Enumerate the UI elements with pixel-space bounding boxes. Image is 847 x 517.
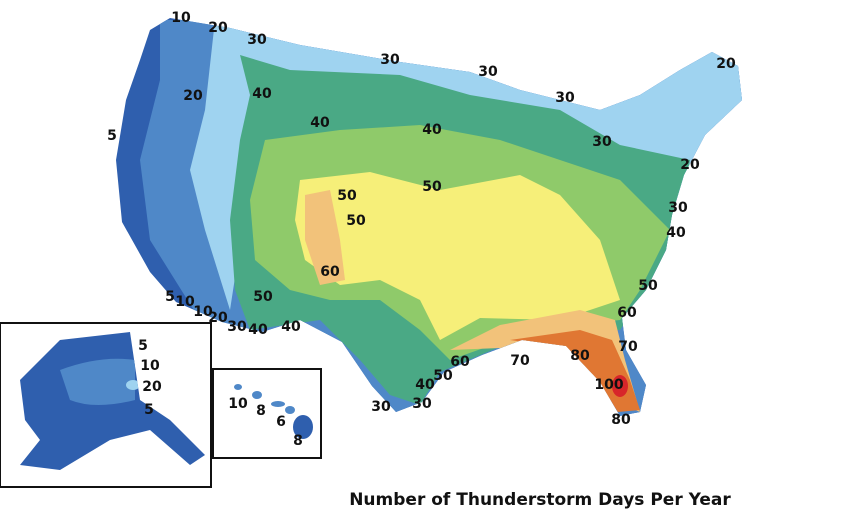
contour-label: 50 bbox=[253, 289, 273, 305]
contour-label: 30 bbox=[668, 200, 688, 216]
contour-label: 5 bbox=[144, 402, 154, 418]
contour-label: 50 bbox=[337, 188, 357, 204]
contour-label: 40 bbox=[281, 319, 301, 335]
ak-zone-10 bbox=[60, 358, 135, 405]
contour-label: 40 bbox=[248, 322, 268, 338]
contour-label: 10 bbox=[228, 396, 248, 412]
contour-label: 10 bbox=[175, 294, 195, 310]
hawaii-inset bbox=[212, 368, 322, 459]
contour-label: 30 bbox=[227, 319, 247, 335]
ak-zone-20 bbox=[126, 380, 140, 390]
contour-label: 40 bbox=[252, 86, 272, 102]
contour-label: 60 bbox=[320, 264, 340, 280]
contour-label: 8 bbox=[293, 433, 303, 449]
island bbox=[285, 406, 295, 414]
contour-label: 50 bbox=[638, 278, 658, 294]
contour-label: 6 bbox=[276, 414, 286, 430]
contour-label: 10 bbox=[171, 10, 191, 26]
contour-label: 50 bbox=[346, 213, 366, 229]
hawaii-islands bbox=[234, 384, 313, 439]
contour-label: 40 bbox=[415, 377, 435, 393]
contour-label: 10 bbox=[140, 358, 160, 374]
island bbox=[271, 401, 285, 407]
contour-label: 30 bbox=[380, 52, 400, 68]
contour-label: 100 bbox=[594, 377, 623, 393]
island bbox=[293, 415, 313, 439]
contour-label: 20 bbox=[208, 310, 228, 326]
contour-label: 40 bbox=[310, 115, 330, 131]
contour-label: 20 bbox=[716, 56, 736, 72]
contour-label: 30 bbox=[478, 64, 498, 80]
contour-label: 50 bbox=[433, 368, 453, 384]
contour-label: 5 bbox=[165, 289, 175, 305]
contour-label: 30 bbox=[592, 134, 612, 150]
contour-label: 70 bbox=[618, 339, 638, 355]
zone-80 bbox=[510, 330, 640, 412]
contour-label: 5 bbox=[138, 338, 148, 354]
contour-label: 30 bbox=[555, 90, 575, 106]
contour-label: 8 bbox=[256, 403, 266, 419]
contour-label: 60 bbox=[617, 305, 637, 321]
contour-label: 80 bbox=[611, 412, 631, 428]
contour-label: 20 bbox=[680, 157, 700, 173]
contour-label: 5 bbox=[107, 128, 117, 144]
contour-label: 20 bbox=[142, 379, 162, 395]
contour-label: 40 bbox=[666, 225, 686, 241]
contour-label: 20 bbox=[208, 20, 228, 36]
island bbox=[234, 384, 242, 390]
zone-50 bbox=[295, 172, 620, 340]
contour-label: 30 bbox=[371, 399, 391, 415]
map-title: Number of Thunderstorm Days Per Year bbox=[349, 490, 731, 510]
contour-label: 50 bbox=[422, 179, 442, 195]
contour-label: 80 bbox=[570, 348, 590, 364]
contour-label: 70 bbox=[510, 353, 530, 369]
contour-label: 60 bbox=[450, 354, 470, 370]
contour-label: 30 bbox=[247, 32, 267, 48]
zone-60-west bbox=[305, 190, 345, 285]
contour-label: 30 bbox=[412, 396, 432, 412]
contour-label: 20 bbox=[183, 88, 203, 104]
island bbox=[252, 391, 262, 399]
zone-100 bbox=[612, 375, 628, 397]
contour-label: 40 bbox=[422, 122, 442, 138]
contour-label: 10 bbox=[193, 304, 213, 320]
